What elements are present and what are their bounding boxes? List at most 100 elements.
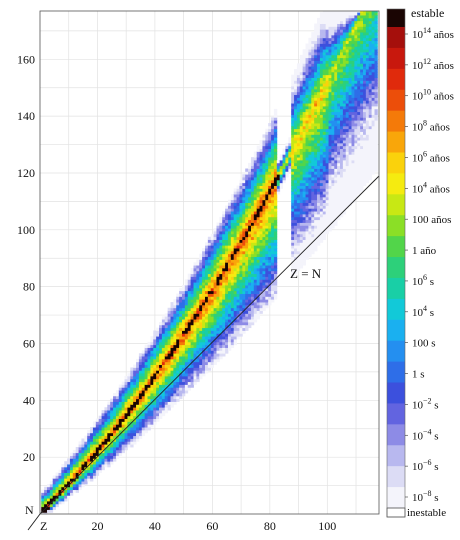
nuclide-cell — [317, 211, 321, 215]
nuclide-cell — [190, 304, 194, 309]
nuclide-cell — [213, 231, 217, 235]
nuclide-cell — [348, 108, 352, 113]
nuclide-cell — [360, 80, 364, 84]
nuclide-cell — [351, 74, 355, 78]
nuclide-cell — [314, 236, 318, 240]
nuclide-cell — [179, 381, 183, 385]
nuclide-cell — [107, 412, 111, 417]
nuclide-cell — [265, 282, 269, 286]
nuclide-cell — [256, 276, 260, 280]
nuclide-cell — [136, 358, 140, 363]
nuclide-cell — [331, 46, 335, 50]
nuclide-cell — [245, 316, 249, 320]
nuclide-cell — [294, 216, 298, 221]
nuclide-cell — [331, 191, 335, 195]
nuclide-cell — [299, 128, 304, 132]
nuclide-cell — [216, 316, 220, 320]
nuclide-cell — [268, 145, 272, 150]
nuclide-cell — [199, 285, 203, 289]
nuclide-cell — [317, 216, 321, 221]
nuclide-cell — [216, 239, 220, 243]
nuclide-cell — [282, 168, 286, 172]
nuclide-cell — [239, 327, 243, 331]
nuclide-cell — [268, 239, 272, 243]
nuclide-cell — [202, 350, 206, 354]
nuclide-cell — [340, 208, 344, 212]
nuclide-cell — [354, 54, 358, 59]
nuclide-cell — [328, 159, 332, 164]
nuclide-cell — [236, 316, 240, 320]
nuclide-cell — [365, 37, 370, 42]
nuclide-cell — [317, 80, 321, 84]
nuclide-cell — [87, 441, 91, 445]
nuclide-cell — [227, 341, 232, 346]
nuclide-cell — [319, 88, 324, 93]
nuclide-cell — [164, 398, 169, 402]
nuclide-cell — [124, 378, 128, 383]
nuclide-cell — [242, 216, 246, 221]
nuclide-cell — [204, 293, 209, 297]
nuclide-cell — [362, 15, 367, 19]
nuclide-cell — [337, 103, 341, 107]
nuclide-cell — [317, 137, 321, 141]
nuclide-cell — [342, 40, 347, 44]
nuclide-cell — [107, 441, 111, 445]
nuclide-cell — [325, 108, 329, 113]
nuclide-cell — [236, 256, 240, 260]
nuclide-cell — [230, 333, 235, 337]
nuclide-cell — [167, 384, 171, 388]
nuclide-cell — [242, 276, 246, 280]
nuclide-cell — [360, 171, 364, 175]
nuclide-cell — [256, 177, 260, 181]
nuclide-cell — [179, 341, 183, 346]
nuclide-cell — [236, 250, 240, 255]
nuclide-cell — [357, 188, 361, 192]
nuclide-cell — [253, 259, 258, 263]
nuclide-cell — [179, 370, 183, 374]
nuclide-cell — [334, 40, 338, 44]
nuclide-cell — [311, 125, 315, 130]
nuclide-cell — [248, 302, 252, 306]
nuclide-cell — [130, 373, 134, 377]
nuclide-cell — [107, 421, 111, 425]
nuclide-cell — [279, 185, 283, 189]
nuclide-cell — [317, 106, 321, 110]
nuclide-cell — [348, 103, 352, 107]
nuclide-cell — [78, 475, 82, 479]
nuclide-cell — [334, 179, 338, 184]
nuclide-cell — [190, 384, 194, 388]
nuclide-cell — [314, 199, 318, 204]
nuclide-cell — [311, 205, 315, 209]
nuclide-cell — [368, 69, 373, 73]
nuclide-cell — [202, 347, 206, 351]
nuclide-cell — [302, 174, 306, 178]
nuclide-cell — [230, 344, 235, 348]
nuclide-cell — [354, 49, 358, 53]
nuclide-cell — [245, 228, 249, 232]
nuclide-cell — [265, 151, 269, 155]
nuclide-cell — [170, 304, 174, 309]
nuclide-cell — [250, 185, 255, 189]
nuclide-cell — [250, 285, 255, 289]
nuclide-cell — [291, 179, 295, 184]
nuclide-cell — [337, 125, 341, 130]
nuclide-cell — [130, 370, 134, 374]
nuclide-cell — [115, 429, 120, 434]
nuclide-cell — [219, 341, 223, 346]
nuclide-cell — [357, 128, 361, 132]
nuclide-cell — [271, 142, 275, 147]
nuclide-cell — [268, 179, 272, 184]
nuclide-cell — [365, 131, 370, 135]
nuclide-cell — [239, 302, 243, 306]
nuclide-cell — [299, 222, 304, 226]
nuclide-cell — [182, 310, 186, 314]
nuclide-cell — [302, 148, 306, 152]
nuclide-cell — [164, 341, 169, 346]
nuclide-cell — [245, 282, 249, 286]
nuclide-cell — [225, 225, 229, 229]
nuclide-cell — [233, 236, 237, 240]
nuclide-cell — [110, 410, 114, 414]
nuclide-cell — [253, 213, 258, 218]
nuclide-cell — [204, 319, 209, 323]
nuclide-cell — [196, 336, 200, 340]
